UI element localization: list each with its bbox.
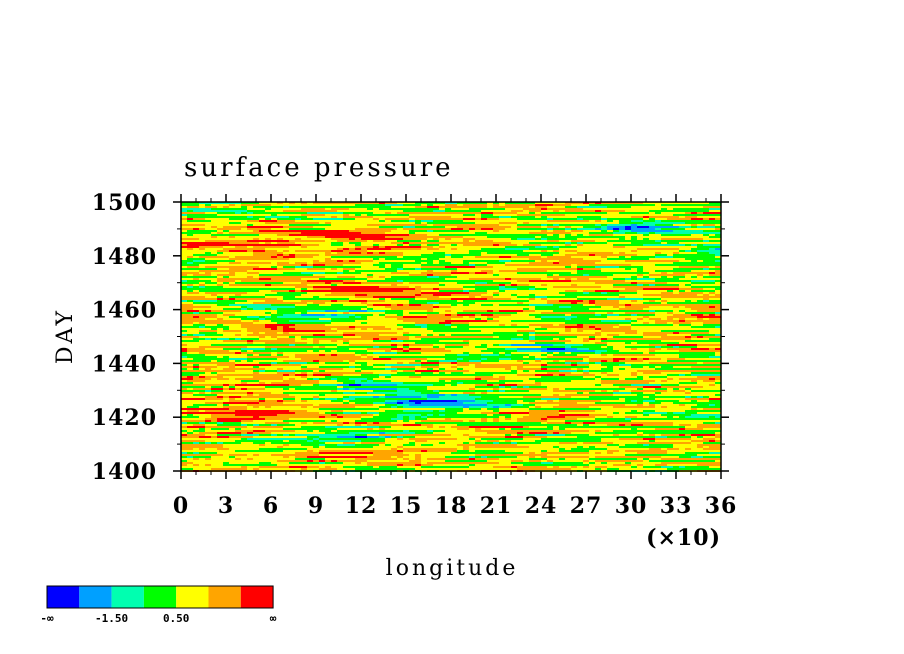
y-tick-label: 1400 bbox=[92, 459, 157, 485]
colorbar-swatch bbox=[143, 586, 177, 608]
x-tick-label: 0 bbox=[173, 493, 189, 519]
colorbar-swatch bbox=[79, 586, 112, 608]
colorbar-swatch bbox=[208, 586, 241, 608]
colorbar-frame bbox=[46, 585, 274, 609]
x-tick-label: 6 bbox=[263, 493, 279, 519]
x-tick-label: 24 bbox=[525, 493, 558, 519]
x-tick-label: 36 bbox=[705, 493, 738, 519]
colorbar-label: -∞ bbox=[40, 612, 54, 625]
heatmap-field bbox=[181, 202, 721, 472]
y-tick-label: 1440 bbox=[92, 351, 157, 377]
y-axis: 1400 1420 1440 1460 1480 1500 bbox=[92, 190, 729, 485]
colorbar-swatch bbox=[47, 586, 80, 608]
y-tick-label: 1420 bbox=[92, 405, 157, 431]
y-axis-label: DAY bbox=[53, 308, 78, 364]
x-tick-label: 12 bbox=[345, 493, 378, 519]
x-tick-label: 9 bbox=[308, 493, 324, 519]
y-tick-label: 1480 bbox=[92, 244, 157, 270]
x-tick-label: 27 bbox=[570, 493, 603, 519]
colorbar-swatch bbox=[111, 586, 144, 608]
x-tick-label: 21 bbox=[480, 493, 513, 519]
x-tick-label: 3 bbox=[218, 493, 234, 519]
x-tick-label: 18 bbox=[435, 493, 468, 519]
colorbar-label: 0.50 bbox=[163, 612, 190, 625]
y-tick-label: 1500 bbox=[92, 190, 157, 216]
x-tick-label: 33 bbox=[660, 493, 693, 519]
x-axis-label: longitude bbox=[386, 556, 519, 581]
colorbar: -∞ -1.50 0.50 ∞ bbox=[40, 585, 277, 625]
colorbar-swatch bbox=[240, 586, 274, 608]
colorbar-swatch bbox=[176, 586, 209, 608]
x-tick-label: 30 bbox=[615, 493, 648, 519]
y-tick-label: 1460 bbox=[92, 298, 157, 324]
x-tick-label: 15 bbox=[390, 493, 423, 519]
chart-title: surface pressure bbox=[184, 153, 454, 183]
x-axis: 0 3 6 9 12 15 18 21 24 27 30 33 36 bbox=[173, 194, 738, 519]
x-multiplier-label: (×10) bbox=[646, 525, 721, 551]
colorbar-label: ∞ bbox=[270, 612, 277, 625]
colorbar-label: -1.50 bbox=[95, 612, 128, 625]
